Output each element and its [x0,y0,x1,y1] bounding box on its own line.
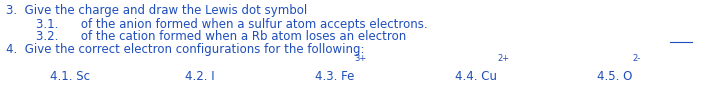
Text: 4.3. Fe: 4.3. Fe [315,70,355,83]
Text: 3.1.      of the anion formed when a sulfur atom accepts electrons.: 3.1. of the anion formed when a sulfur a… [6,18,428,31]
Text: 2+: 2+ [497,54,509,63]
Text: 3.2.      of the cation formed when a Rb atom loses an electron: 3.2. of the cation formed when a Rb atom… [6,30,406,43]
Text: 4.  Give the correct electron configurations for the following:: 4. Give the correct electron configurati… [6,43,364,56]
Text: 2-: 2- [633,54,641,63]
Text: 4.2. I: 4.2. I [185,70,215,83]
Text: 4.4. Cu: 4.4. Cu [455,70,497,83]
Text: 4.5. O: 4.5. O [597,70,633,83]
Text: 3+: 3+ [355,54,366,63]
Text: 4.1. Sc: 4.1. Sc [50,70,90,83]
Text: 3.  Give the charge and draw the Lewis dot symbol: 3. Give the charge and draw the Lewis do… [6,4,307,17]
